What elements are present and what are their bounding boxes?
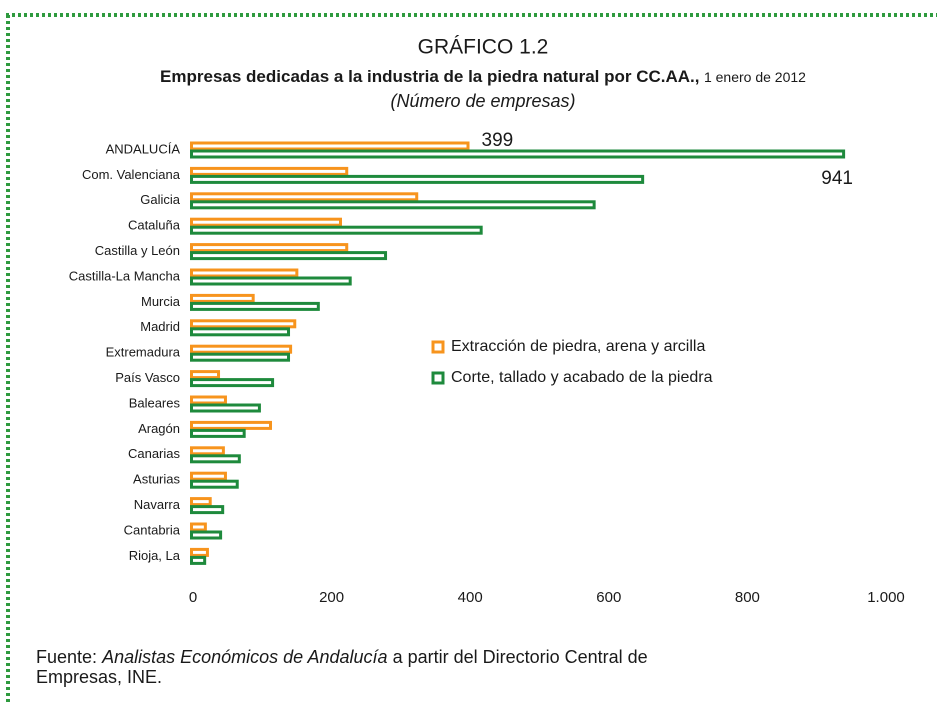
bar: [190, 454, 241, 464]
bar: [190, 378, 275, 388]
chart-subtitle: Empresas dedicadas a la industria de la …: [160, 67, 806, 86]
bar: [190, 505, 225, 515]
source-prefix: Fuente:: [36, 647, 97, 667]
y-tick-label: ANDALUCÍA: [106, 141, 181, 156]
y-tick-label: Castilla-La Mancha: [69, 268, 181, 283]
source: Fuente: Analistas Económicos de Andalucí…: [36, 647, 648, 667]
y-tick-label: Galicia: [140, 192, 181, 207]
legend-swatch: [431, 371, 445, 385]
bar: [190, 217, 342, 227]
bar: [190, 149, 846, 159]
chart-title: GRÁFICO 1.2: [418, 36, 549, 59]
bar: [190, 327, 291, 337]
bar: [190, 428, 246, 438]
bar: [190, 268, 299, 278]
x-tick-label: 400: [458, 589, 483, 606]
data-label: 399: [482, 130, 514, 151]
bar: [190, 547, 209, 557]
bar: [190, 471, 227, 481]
bar: [190, 276, 352, 286]
bar: [190, 555, 207, 565]
units: (Número de empresas): [390, 91, 575, 111]
y-tick-label: Rioja, La: [129, 548, 181, 563]
data-label: 941: [821, 168, 853, 189]
y-tick-label: Com. Valenciana: [82, 167, 181, 182]
y-tick-label: Madrid: [140, 319, 180, 334]
bar: [190, 319, 297, 329]
legend-label: Corte, tallado y acabado de la piedra: [451, 369, 713, 386]
bar: [190, 344, 293, 354]
y-tick-label: Aragón: [138, 421, 180, 436]
y-tick-label: Cataluña: [128, 218, 181, 233]
y-tick-label: País Vasco: [115, 370, 180, 385]
bar: [190, 301, 320, 311]
y-tick-label: Extremadura: [106, 345, 181, 360]
x-tick-label: 1.000: [867, 589, 905, 606]
y-tick-label: Castilla y León: [95, 243, 180, 258]
bar: [190, 293, 255, 303]
bar: [190, 174, 645, 184]
bar: [190, 446, 225, 456]
bar: [190, 225, 483, 235]
x-tick-label: 600: [596, 589, 621, 606]
y-tick-label: Baleares: [129, 395, 181, 410]
legend-swatch: [431, 340, 445, 354]
bar: [190, 420, 273, 430]
bar: [190, 243, 349, 253]
bar: [190, 497, 212, 507]
bar: [190, 251, 388, 261]
bar: [190, 200, 596, 210]
x-tick-label: 200: [319, 589, 344, 606]
bar: [190, 192, 419, 202]
bar: [190, 141, 470, 151]
source-rest: a partir del Directorio Central de: [393, 647, 648, 667]
source-line2: Empresas, INE.: [36, 667, 162, 687]
y-tick-label: Canarias: [128, 446, 181, 461]
bar: [190, 395, 227, 405]
bar: [190, 370, 221, 380]
x-tick-label: 0: [189, 589, 197, 606]
y-tick-label: Navarra: [134, 497, 181, 512]
subtitle: Empresas dedicadas a la industria de la …: [160, 67, 699, 86]
x-tick-label: 800: [735, 589, 760, 606]
subtitle-date: 1 enero de 2012: [704, 69, 806, 85]
bar: [190, 166, 349, 176]
bar: [190, 530, 223, 540]
y-tick-label: Murcia: [141, 294, 181, 309]
y-tick-label: Asturias: [133, 472, 180, 487]
y-tick-label: Cantabria: [124, 522, 181, 537]
source-italic: Analistas Económicos de Andalucía: [101, 647, 388, 667]
bar: [190, 479, 239, 489]
legend-label: Extracción de piedra, arena y arcilla: [451, 338, 705, 355]
bar: [190, 352, 291, 362]
bar: [190, 522, 207, 532]
bar: [190, 403, 261, 413]
